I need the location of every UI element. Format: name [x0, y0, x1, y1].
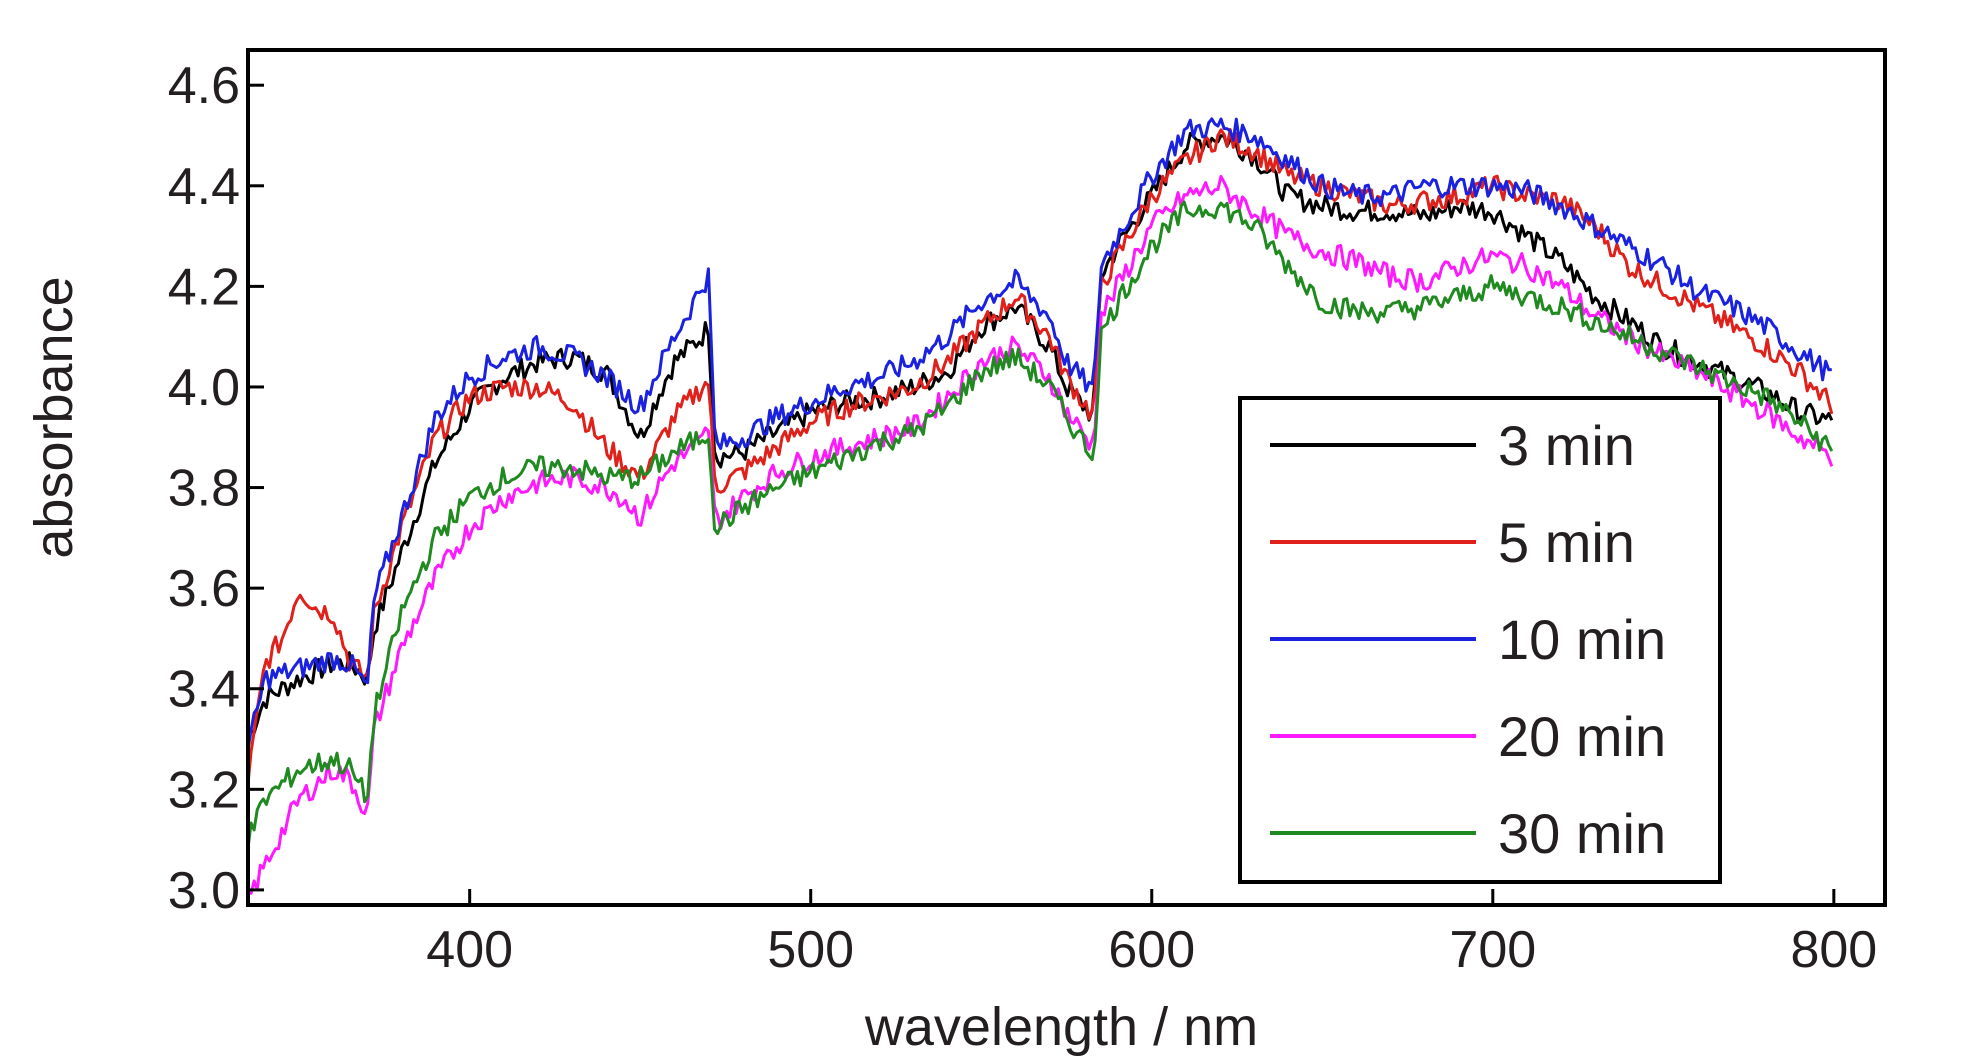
series-layer [246, 117, 1834, 895]
x-tick-label: 600 [1108, 921, 1195, 979]
y-tick-label: 4.6 [168, 57, 240, 115]
legend-label-3-min: 3 min [1498, 414, 1635, 477]
legend-label-20-min: 20 min [1498, 705, 1666, 768]
legend-label-30-min: 30 min [1498, 802, 1666, 865]
y-axis-label: absorbance [24, 276, 84, 558]
y-tick-label: 4.4 [168, 158, 240, 216]
plot-area-frame [246, 48, 1887, 907]
y-tick-label: 4.2 [168, 258, 240, 316]
legend-label-5-min: 5 min [1498, 511, 1635, 574]
series-line-10-min [246, 117, 1832, 751]
y-tick-label: 3.4 [168, 661, 240, 719]
x-tick-label: 500 [767, 921, 854, 979]
y-tick-label: 3.6 [168, 560, 240, 618]
y-tick-label: 3.8 [168, 460, 240, 518]
series-line-3-min [246, 131, 1834, 740]
x-axis-label: wavelength / nm [864, 997, 1258, 1057]
x-tick-label: 400 [426, 921, 513, 979]
ticks-layer: 400 500 600 700 800 3.0 3.2 3.4 3.6 3.8 4.0 4.2 4.4 4… [168, 57, 1878, 979]
legend: 3 min 5 min 10 min 20 min 30 min [1238, 396, 1722, 884]
y-tick-label: 3.0 [168, 862, 240, 920]
y-tick-label: 4.0 [168, 359, 240, 417]
x-tick-label: 800 [1790, 921, 1877, 979]
y-tick-label: 3.2 [168, 761, 240, 819]
x-tick-label: 700 [1449, 921, 1536, 979]
series-line-30-min [246, 200, 1834, 849]
legend-label-10-min: 10 min [1498, 608, 1666, 671]
series-line-20-min [246, 174, 1834, 895]
